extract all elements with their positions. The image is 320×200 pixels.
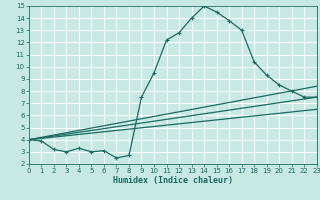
X-axis label: Humidex (Indice chaleur): Humidex (Indice chaleur) [113,176,233,185]
